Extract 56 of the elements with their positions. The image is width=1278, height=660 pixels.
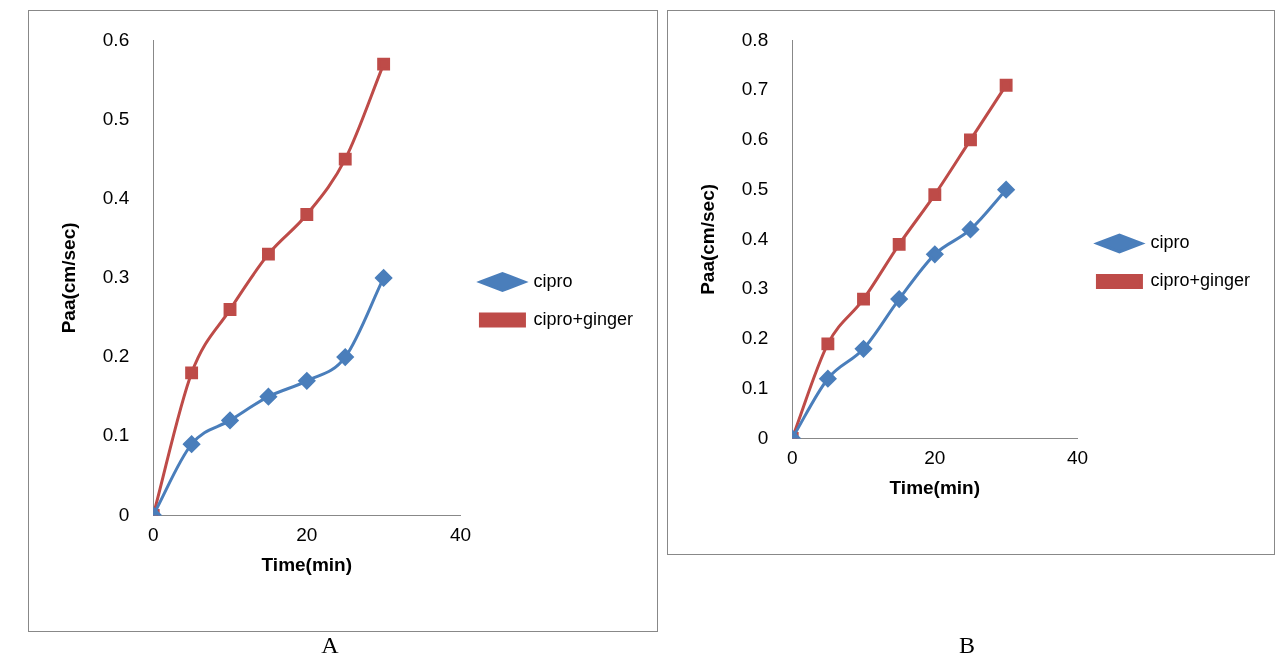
y-tick-label: 0.7 (741, 78, 769, 100)
point (890, 290, 908, 308)
y-tick-label: 0.8 (741, 28, 769, 50)
point (185, 366, 199, 380)
y-tick-label: 0.5 (102, 107, 130, 129)
point (223, 303, 237, 317)
y-tick-label: 0.2 (102, 345, 130, 367)
y-tick-label: 0 (118, 503, 130, 525)
point (821, 337, 835, 351)
point (336, 348, 354, 366)
point (338, 152, 352, 166)
point (298, 372, 316, 390)
y-tick-label: 0.2 (741, 327, 769, 349)
point (999, 78, 1013, 92)
y-tick-label: 0.1 (102, 424, 130, 446)
point (926, 245, 944, 263)
text: A (320, 632, 340, 659)
text: B (958, 632, 976, 659)
y-tick-label: 0.3 (741, 277, 769, 299)
x-tick-label: 20 (296, 524, 318, 546)
point (183, 435, 201, 453)
x-axis-title: Time(min) (261, 553, 353, 575)
y-tick-label: 0.1 (741, 376, 769, 398)
point (259, 388, 277, 406)
legend-label: cipro (1150, 232, 1190, 253)
point (892, 237, 906, 251)
x-tick-label: 0 (147, 524, 159, 546)
point (961, 220, 979, 238)
x-tick-label: 40 (449, 524, 472, 546)
y-tick-label: 0.4 (102, 186, 130, 208)
point (375, 269, 393, 287)
y-tick-label: 0.4 (741, 227, 769, 249)
point (261, 247, 275, 261)
y-tick-label: 0.5 (741, 177, 769, 199)
y-tick-label: 0 (757, 426, 769, 448)
y-axis-title: Paa(cm/sec) (57, 222, 79, 334)
point (221, 411, 239, 429)
legend-label: cipro+ginger (1150, 270, 1251, 291)
y-axis-title: Paa(cm/sec) (696, 183, 718, 295)
legend-label: cipro (533, 270, 573, 291)
y-tick-label: 0.3 (102, 266, 130, 288)
legend-label: cipro+ginger (533, 308, 634, 329)
x-tick-label: 40 (1066, 447, 1089, 469)
y-tick-label: 0.6 (741, 128, 769, 150)
point (300, 208, 314, 222)
x-tick-label: 20 (924, 447, 946, 469)
x-axis-title: Time(min) (889, 476, 981, 498)
y-tick-label: 0.6 (102, 28, 130, 50)
point (997, 181, 1015, 199)
x-tick-label: 0 (786, 447, 798, 469)
point (857, 292, 870, 306)
point (928, 188, 942, 202)
point (855, 340, 873, 358)
point (964, 133, 977, 147)
point (377, 57, 391, 71)
point (819, 370, 837, 388)
